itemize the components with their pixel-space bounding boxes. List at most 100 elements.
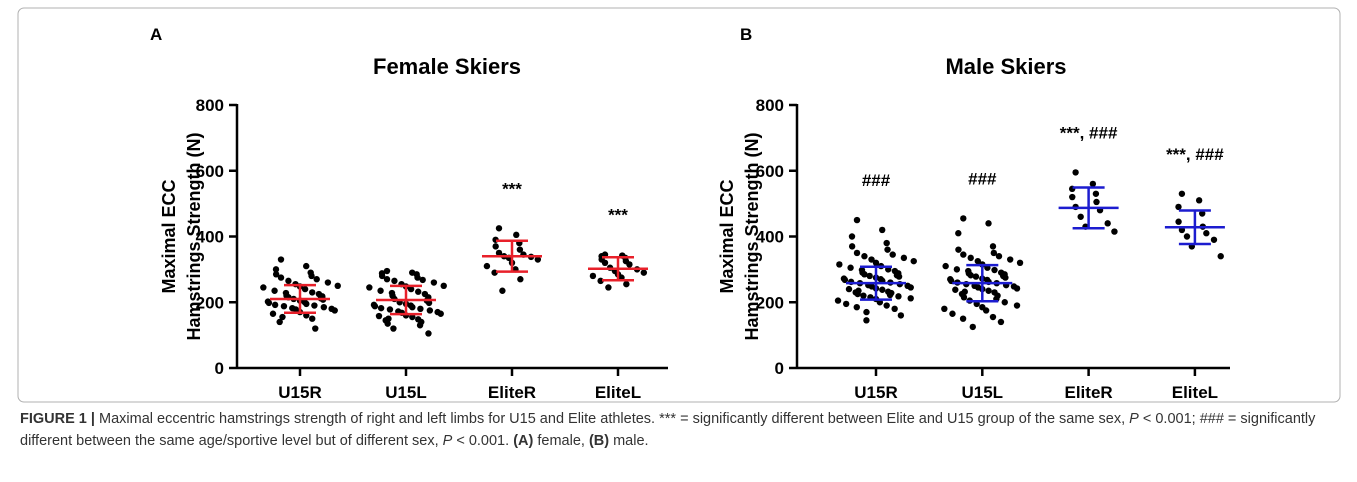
y-tick-label: 600 (196, 162, 224, 181)
data-point (366, 284, 373, 291)
data-point (1093, 198, 1100, 206)
data-point (415, 288, 422, 295)
x-tick-label: EliteR (1065, 383, 1113, 402)
data-point (425, 330, 432, 337)
data-point (895, 293, 902, 300)
data-point (1072, 169, 1079, 176)
data-point (1203, 230, 1210, 237)
y-tick-label: 800 (756, 96, 784, 115)
data-point (513, 231, 520, 239)
data-point (967, 254, 974, 262)
data-point (409, 303, 416, 311)
data-point (959, 315, 967, 322)
y-axis-label: Hamstrings Strength (N) (184, 132, 204, 340)
data-point (969, 323, 976, 331)
data-point (312, 325, 319, 332)
data-point (414, 274, 421, 281)
caption-text: female, (533, 433, 589, 449)
data-point (848, 233, 856, 240)
data-point (1006, 256, 1014, 263)
data-point (907, 284, 914, 291)
data-point (872, 259, 880, 266)
chart-title: Male Skiers (945, 54, 1066, 79)
figure-frame (17, 7, 1341, 403)
data-point (303, 262, 310, 270)
y-tick-label: 400 (756, 228, 784, 247)
data-point (985, 287, 992, 294)
data-point (989, 313, 997, 321)
data-point (1210, 236, 1218, 243)
data-point (280, 302, 288, 310)
significance-label: ### (862, 171, 891, 190)
caption-panel: (A) (513, 433, 534, 449)
data-point (334, 282, 341, 290)
data-point (886, 291, 894, 299)
data-point (884, 246, 891, 253)
data-point (430, 279, 438, 286)
data-point (308, 272, 315, 280)
data-point (605, 284, 612, 291)
data-point (889, 251, 896, 258)
data-point (277, 256, 285, 263)
data-point (953, 266, 961, 273)
data-point (378, 272, 386, 280)
data-point (989, 243, 997, 250)
data-point (601, 259, 609, 266)
caption: FIGURE 1 | Maximal eccentric hamstrings … (20, 408, 1340, 452)
data-point (1111, 228, 1118, 235)
data-point (1175, 203, 1182, 211)
data-point (861, 253, 868, 260)
data-point (863, 308, 870, 316)
data-point (331, 307, 338, 314)
y-tick-label: 200 (756, 293, 784, 312)
data-point (949, 310, 956, 317)
data-point (390, 325, 397, 332)
significance-label: ***, ### (1166, 145, 1224, 164)
x-tick-label: U15L (385, 383, 427, 402)
data-point (1199, 210, 1206, 217)
data-point (313, 276, 320, 283)
data-point (955, 230, 962, 237)
data-point (534, 256, 542, 263)
x-tick-label: U15R (854, 383, 897, 402)
data-point (417, 305, 424, 313)
data-point (879, 226, 886, 234)
data-point (516, 246, 524, 253)
data-point (483, 262, 491, 270)
data-point (426, 307, 434, 314)
y-tick-label: 400 (196, 228, 224, 247)
data-point (895, 273, 903, 280)
data-point (309, 289, 316, 296)
caption-text: < 0.001. (452, 433, 514, 449)
data-point (492, 243, 499, 250)
data-point (990, 249, 998, 257)
data-point (437, 310, 444, 317)
data-point (1013, 285, 1021, 292)
data-point (997, 318, 1005, 326)
data-point (860, 292, 867, 299)
data-point (883, 239, 890, 247)
data-point (375, 312, 383, 320)
data-point (1175, 218, 1182, 225)
data-point (272, 271, 280, 278)
data-point (879, 286, 886, 293)
data-point (391, 277, 398, 285)
data-point (972, 273, 980, 280)
caption-text: Maximal eccentric hamstrings strength of… (94, 411, 1130, 427)
data-point (324, 279, 332, 286)
data-point (834, 297, 842, 304)
data-point (276, 318, 283, 326)
x-tick-label: U15R (278, 383, 321, 402)
data-point (866, 272, 873, 280)
y-tick-label: 800 (196, 96, 224, 115)
data-point (907, 295, 914, 302)
x-tick-label: EliteL (595, 383, 641, 402)
data-point (269, 310, 277, 317)
data-point (386, 306, 394, 313)
data-point (407, 285, 415, 293)
data-point (1104, 220, 1111, 227)
data-point (425, 299, 433, 307)
data-point (841, 276, 849, 284)
caption-p: P (442, 433, 453, 449)
